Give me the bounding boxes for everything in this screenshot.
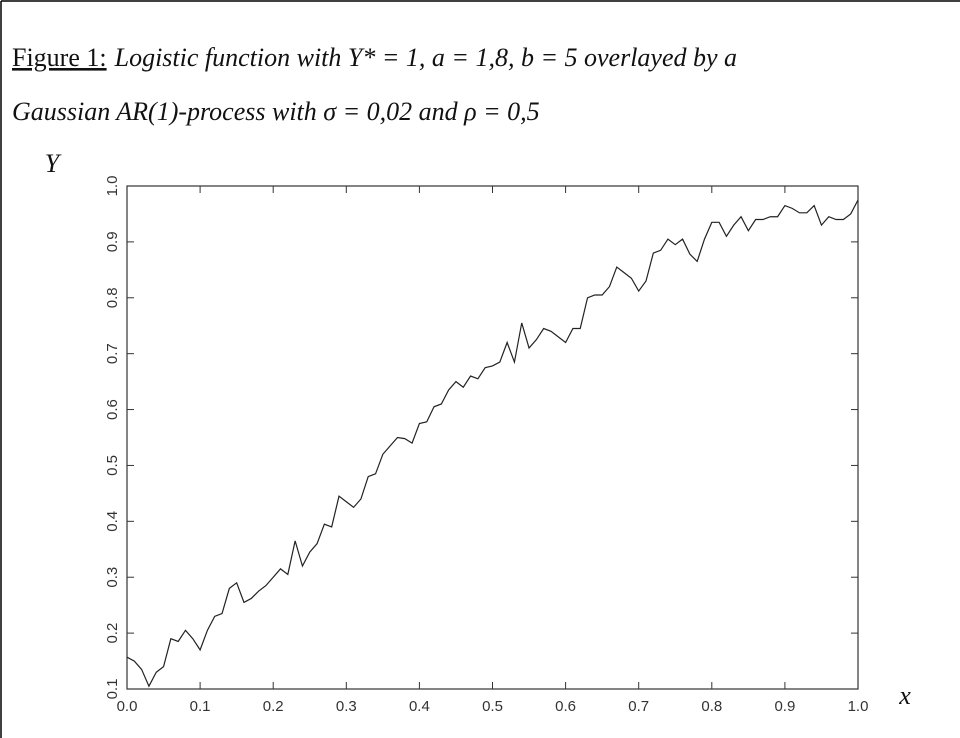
x-tick-label: 0.5 bbox=[482, 698, 503, 715]
caption-line: Figure 1: Logistic function with Y* = 1, … bbox=[12, 43, 737, 72]
caption-text: Gaussian AR(1)-process with σ = 0,02 and… bbox=[12, 97, 540, 126]
data-line bbox=[126, 199, 859, 688]
x-tick-label: 0.0 bbox=[117, 698, 138, 715]
x-tick-label: 1.0 bbox=[848, 698, 869, 715]
x-tick-label: 0.9 bbox=[774, 698, 795, 715]
y-tick-label: 0.3 bbox=[104, 567, 121, 588]
caption-text: Logistic function with Y* = 1, a = 1,8, … bbox=[114, 43, 737, 72]
plot-frame bbox=[126, 185, 859, 690]
x-tick-label: 0.7 bbox=[628, 698, 649, 715]
y-tick-label: 0.5 bbox=[104, 455, 121, 476]
y-tick-label: 0.9 bbox=[104, 231, 121, 252]
caption-label: Figure 1: bbox=[12, 43, 107, 72]
x-axis-label: x bbox=[898, 681, 911, 710]
y-tick-label: 0.1 bbox=[104, 679, 121, 700]
x-tick-label: 0.4 bbox=[409, 698, 430, 715]
x-tick-label: 0.6 bbox=[555, 698, 576, 715]
x-tick-label: 0.8 bbox=[701, 698, 722, 715]
x-tick-label: 0.1 bbox=[190, 698, 211, 715]
y-tick-label: 1.0 bbox=[104, 176, 121, 197]
y-tick-label: 0.7 bbox=[104, 343, 121, 364]
y-axis-label: Y bbox=[45, 149, 62, 178]
y-tick-label: 0.8 bbox=[104, 287, 121, 308]
y-tick-label: 0.2 bbox=[104, 623, 121, 644]
y-tick-label: 0.4 bbox=[104, 511, 121, 532]
y-tick-label: 0.6 bbox=[104, 399, 121, 420]
x-tick-label: 0.3 bbox=[336, 698, 357, 715]
x-tick-label: 0.2 bbox=[263, 698, 284, 715]
